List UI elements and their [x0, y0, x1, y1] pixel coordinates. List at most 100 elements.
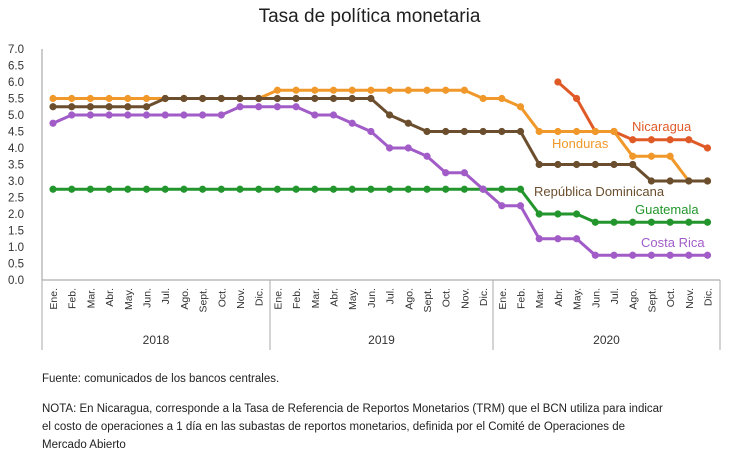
data-point: [610, 251, 618, 259]
data-point: [647, 218, 656, 226]
x-tick-label: Sept.: [646, 288, 658, 313]
data-point: [86, 103, 94, 111]
data-point: [292, 86, 300, 94]
data-point: [629, 160, 637, 169]
data-point: [460, 86, 468, 94]
y-tick-label: 0.0: [8, 275, 24, 287]
data-point: [49, 185, 57, 193]
x-tick-label: Ene.: [497, 288, 509, 310]
x-tick-label: Mar.: [534, 288, 546, 308]
y-tick-label: 7.0: [8, 44, 24, 56]
data-point: [647, 251, 656, 259]
series-label: Costa Rica: [641, 235, 705, 250]
data-point: [629, 136, 637, 144]
data-point: [86, 94, 94, 103]
data-point: [348, 119, 356, 127]
note-line-2: el costo de operaciones a 1 día en las s…: [42, 421, 626, 433]
y-tick-label: 6.0: [8, 77, 24, 89]
y-tick-label: 4.5: [8, 127, 24, 139]
data-point: [404, 144, 412, 152]
data-point: [610, 218, 618, 226]
x-tick-label: May.: [347, 288, 359, 310]
x-tick-label: Feb.: [67, 288, 79, 309]
data-point: [386, 144, 394, 152]
data-point: [142, 111, 151, 119]
x-tick-label: Oct.: [665, 288, 677, 307]
data-point: [423, 185, 431, 193]
x-tick-label: Abr.: [329, 288, 341, 307]
data-point: [68, 94, 76, 103]
data-point: [329, 86, 338, 94]
data-point: [535, 235, 543, 243]
data-point: [479, 94, 487, 103]
y-tick-label: 1.5: [8, 226, 24, 238]
y-tick-label: 4.0: [8, 143, 24, 155]
x-tick-label: Sept.: [198, 288, 210, 313]
data-point: [573, 127, 581, 136]
data-point: [666, 218, 674, 226]
data-point: [666, 251, 674, 259]
data-point: [180, 185, 188, 193]
data-point: [68, 103, 76, 111]
data-point: [255, 185, 263, 193]
data-point: [105, 111, 113, 119]
series-label: Guatemala: [635, 202, 699, 217]
data-point: [591, 127, 599, 136]
data-point: [180, 94, 188, 103]
data-point: [311, 111, 319, 119]
data-point: [49, 119, 57, 127]
data-point: [161, 111, 169, 119]
x-tick-label: May.: [572, 288, 584, 310]
x-tick-label: Jul.: [160, 288, 172, 304]
data-point: [703, 251, 712, 259]
data-point: [554, 235, 562, 243]
data-point: [311, 94, 319, 103]
data-point: [442, 169, 450, 177]
data-point: [255, 94, 263, 103]
data-point: [199, 185, 207, 193]
year-label: 2020: [593, 333, 620, 347]
data-point: [142, 185, 151, 193]
x-tick-label: Mar.: [85, 288, 97, 308]
x-tick-label: Abr.: [104, 288, 116, 307]
data-point: [329, 94, 338, 103]
x-tick-label: Dic.: [478, 288, 490, 306]
data-point: [685, 177, 693, 185]
x-tick-label: Oct.: [441, 288, 453, 307]
data-point: [573, 235, 581, 243]
x-tick-label: Jun.: [142, 288, 154, 308]
data-point: [479, 127, 487, 136]
data-point: [685, 218, 693, 226]
y-tick-label: 3.5: [8, 160, 24, 172]
data-point: [460, 185, 468, 193]
data-point: [423, 86, 431, 94]
data-point: [442, 185, 450, 193]
data-point: [386, 185, 394, 193]
series-label: Nicaragua: [632, 119, 692, 134]
source-text: Fuente: comunicados de los bancos centra…: [42, 373, 280, 385]
data-point: [199, 111, 207, 119]
data-point: [629, 152, 637, 160]
y-tick-label: 5.5: [8, 94, 24, 106]
data-point: [49, 94, 57, 103]
data-point: [666, 152, 674, 160]
data-point: [199, 94, 207, 103]
data-point: [554, 127, 562, 136]
data-point: [460, 169, 468, 177]
data-point: [86, 185, 94, 193]
x-tick-label: Feb.: [516, 288, 528, 309]
data-point: [647, 177, 656, 185]
data-point: [217, 185, 225, 193]
data-point: [292, 185, 300, 193]
x-tick-label: Jul.: [385, 288, 397, 304]
data-point: [180, 111, 188, 119]
data-point: [703, 177, 712, 185]
data-point: [273, 94, 281, 103]
x-tick-label: Ene.: [272, 288, 284, 310]
data-point: [217, 111, 225, 119]
data-point: [311, 185, 319, 193]
data-point: [329, 111, 338, 119]
x-tick-label: Sept.: [422, 288, 434, 313]
data-point: [423, 152, 431, 160]
